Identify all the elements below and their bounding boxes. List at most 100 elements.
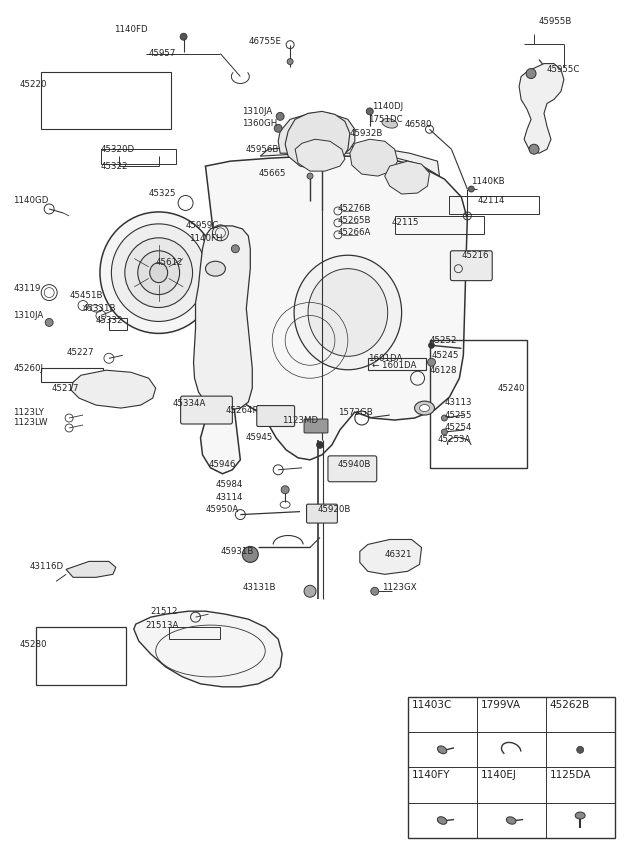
Text: 45920B: 45920B xyxy=(318,505,351,514)
Ellipse shape xyxy=(415,401,434,415)
Ellipse shape xyxy=(294,255,401,370)
Bar xyxy=(41,71,171,129)
Text: 1601DA: 1601DA xyxy=(368,354,402,363)
Text: 21512: 21512 xyxy=(151,606,179,616)
Text: 1310JA: 1310JA xyxy=(242,107,273,116)
Text: 45955C: 45955C xyxy=(547,65,580,74)
Bar xyxy=(408,697,615,838)
Text: 1123MD: 1123MD xyxy=(282,416,318,425)
Ellipse shape xyxy=(575,812,585,819)
Text: 43116D: 43116D xyxy=(29,562,63,571)
Bar xyxy=(430,340,527,468)
Circle shape xyxy=(441,429,448,435)
Text: 45945: 45945 xyxy=(246,433,273,443)
Ellipse shape xyxy=(382,119,398,128)
Ellipse shape xyxy=(308,269,387,356)
PathPatch shape xyxy=(385,161,430,194)
PathPatch shape xyxy=(71,371,156,408)
Text: 45260J: 45260J xyxy=(13,364,43,373)
Bar xyxy=(36,628,126,685)
Text: 42114: 42114 xyxy=(477,197,505,205)
PathPatch shape xyxy=(134,611,282,687)
Text: 43119: 43119 xyxy=(13,284,41,293)
Text: 1123LY: 1123LY xyxy=(13,408,44,416)
Text: 45280: 45280 xyxy=(20,639,47,649)
Text: 45950A: 45950A xyxy=(206,505,239,514)
Text: ← 1601DA: ← 1601DA xyxy=(372,360,416,370)
Text: 45331B: 45331B xyxy=(83,304,116,313)
PathPatch shape xyxy=(201,156,467,474)
Text: 45255: 45255 xyxy=(444,410,472,420)
Circle shape xyxy=(180,33,187,40)
Circle shape xyxy=(316,442,323,449)
PathPatch shape xyxy=(194,226,253,410)
Ellipse shape xyxy=(150,263,168,282)
Text: 45220: 45220 xyxy=(20,80,47,89)
Text: 1140KB: 1140KB xyxy=(472,176,505,186)
Text: 45240: 45240 xyxy=(497,383,525,393)
Text: 1310JA: 1310JA xyxy=(13,311,44,320)
Text: 45955B: 45955B xyxy=(539,17,572,26)
Text: 45334A: 45334A xyxy=(173,399,206,408)
Circle shape xyxy=(427,359,436,366)
Text: 46321: 46321 xyxy=(385,550,412,559)
Text: 21513A: 21513A xyxy=(146,621,179,629)
Circle shape xyxy=(242,546,258,562)
Text: 1140FH: 1140FH xyxy=(189,234,222,243)
Text: 1125DA: 1125DA xyxy=(549,771,591,780)
Circle shape xyxy=(307,173,313,179)
Text: 45265B: 45265B xyxy=(338,216,372,226)
PathPatch shape xyxy=(295,139,345,171)
Ellipse shape xyxy=(206,261,225,276)
Text: 45957: 45957 xyxy=(149,49,176,59)
Circle shape xyxy=(287,59,293,64)
Text: 45262B: 45262B xyxy=(549,700,590,710)
Text: 45253A: 45253A xyxy=(437,435,471,444)
Bar xyxy=(168,628,220,639)
Text: 43113: 43113 xyxy=(444,398,472,406)
Ellipse shape xyxy=(100,212,218,333)
Circle shape xyxy=(45,319,53,326)
Text: 1799VA: 1799VA xyxy=(480,700,521,710)
Text: 45210: 45210 xyxy=(365,166,392,176)
Ellipse shape xyxy=(111,224,206,321)
Text: 11403C: 11403C xyxy=(411,700,452,710)
Circle shape xyxy=(526,69,536,79)
FancyBboxPatch shape xyxy=(180,396,232,424)
Text: 45984: 45984 xyxy=(215,480,243,489)
Text: 45245: 45245 xyxy=(432,351,459,360)
Text: 1751DC: 1751DC xyxy=(368,114,403,124)
Text: 1140EJ: 1140EJ xyxy=(480,771,517,780)
Text: 1140GD: 1140GD xyxy=(13,197,49,205)
Circle shape xyxy=(577,746,584,753)
Text: 45216: 45216 xyxy=(461,251,489,260)
FancyBboxPatch shape xyxy=(328,456,377,482)
Text: 43131B: 43131B xyxy=(242,583,276,592)
Text: 45217: 45217 xyxy=(51,383,78,393)
Text: 1123GX: 1123GX xyxy=(382,583,417,592)
Text: 46128: 46128 xyxy=(430,365,457,375)
FancyBboxPatch shape xyxy=(306,505,337,523)
Text: 45451B: 45451B xyxy=(69,291,103,300)
Text: 45252: 45252 xyxy=(430,336,457,345)
Ellipse shape xyxy=(420,404,430,411)
PathPatch shape xyxy=(360,539,422,574)
Bar xyxy=(101,149,175,165)
Text: 45325: 45325 xyxy=(149,188,176,198)
Text: 45227: 45227 xyxy=(66,348,94,357)
Text: 45931B: 45931B xyxy=(220,547,254,556)
Text: 45956B: 45956B xyxy=(246,145,279,153)
Text: 45264F: 45264F xyxy=(225,405,258,415)
PathPatch shape xyxy=(519,64,564,153)
Text: 45612: 45612 xyxy=(156,258,183,267)
Circle shape xyxy=(441,415,448,421)
Text: 45665: 45665 xyxy=(258,169,285,177)
Circle shape xyxy=(367,108,373,114)
Text: 1360GH: 1360GH xyxy=(242,119,278,128)
FancyBboxPatch shape xyxy=(304,419,328,433)
Text: 1573GB: 1573GB xyxy=(338,408,373,416)
Text: 45254: 45254 xyxy=(444,423,472,432)
Text: 45266A: 45266A xyxy=(338,228,372,237)
Circle shape xyxy=(276,113,284,120)
Ellipse shape xyxy=(125,237,192,308)
